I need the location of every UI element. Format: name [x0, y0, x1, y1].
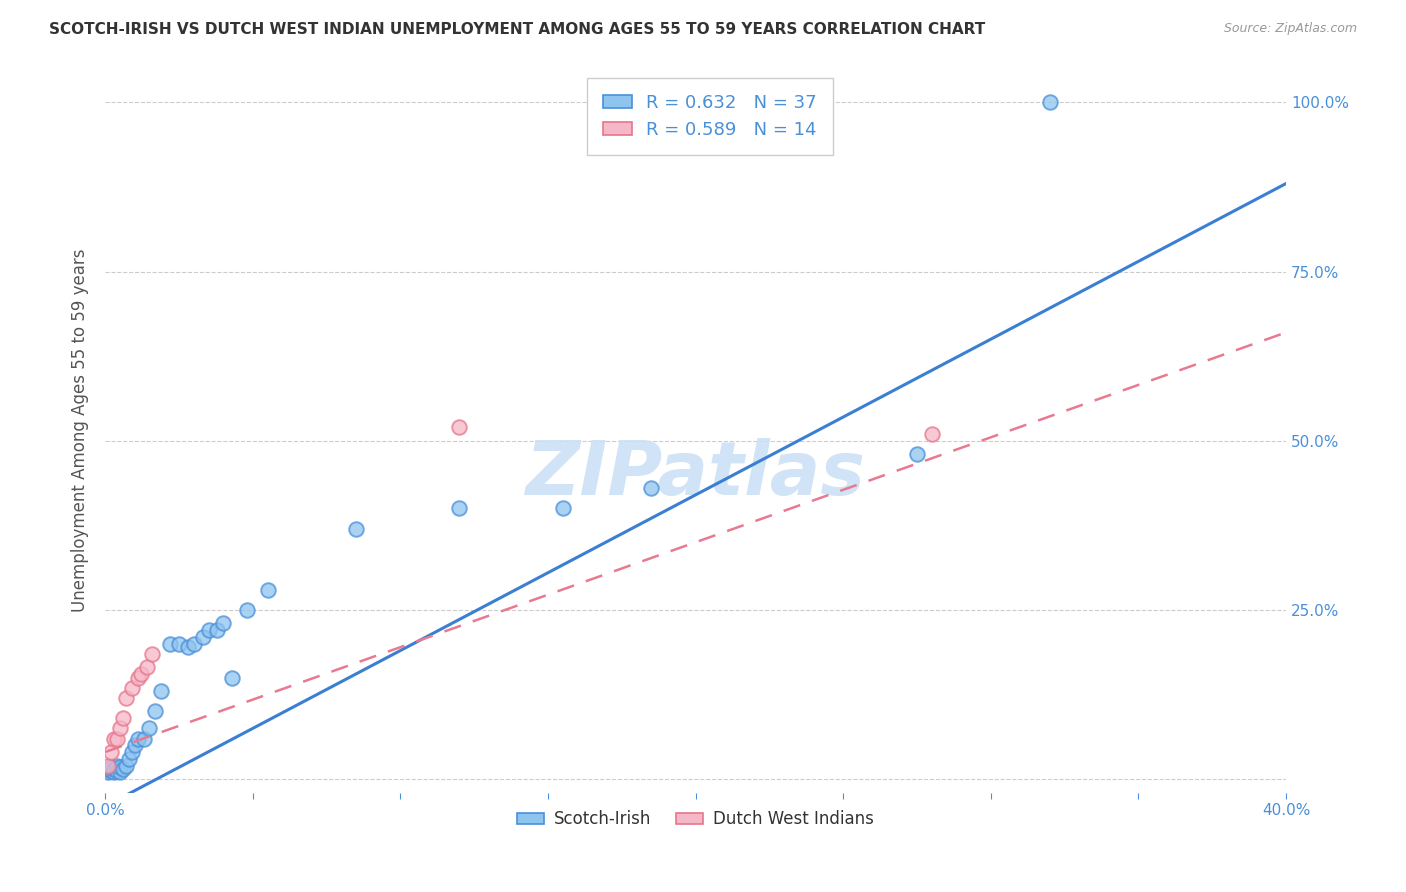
Point [129, 667, 152, 681]
Point [150, 684, 173, 698]
Point [167, 637, 190, 651]
Point [103, 731, 125, 746]
Point [111, 711, 134, 725]
Text: ZIPatlas: ZIPatlas [526, 438, 866, 510]
Point [1039, 95, 1062, 110]
Point [145, 705, 167, 719]
Point [135, 660, 157, 674]
Y-axis label: Unemployment Among Ages 55 to 59 years: Unemployment Among Ages 55 to 59 years [72, 249, 89, 612]
Point [127, 731, 149, 746]
Point [111, 762, 134, 776]
Point [100, 745, 122, 759]
Point [221, 671, 243, 685]
Point [551, 501, 574, 516]
Point [212, 616, 235, 631]
Point [449, 501, 471, 516]
Point [97, 762, 120, 776]
Point [159, 637, 181, 651]
Point [921, 427, 943, 442]
Text: Source: ZipAtlas.com: Source: ZipAtlas.com [1223, 22, 1357, 36]
Point [640, 481, 662, 495]
Point [103, 765, 125, 780]
Point [108, 722, 131, 736]
Point [121, 681, 143, 695]
Point [97, 765, 120, 780]
Point [97, 758, 120, 772]
Point [449, 420, 471, 434]
Point [100, 760, 122, 774]
Point [100, 764, 122, 778]
Point [183, 637, 205, 651]
Point [124, 739, 146, 753]
Point [905, 447, 928, 461]
Point [207, 624, 229, 638]
Point [108, 765, 131, 780]
Point [191, 630, 214, 644]
Point [105, 758, 128, 772]
Point [121, 745, 143, 759]
Point [115, 690, 138, 705]
Point [127, 671, 149, 685]
Point [344, 522, 367, 536]
Point [105, 731, 128, 746]
Point [141, 647, 163, 661]
Point [256, 582, 278, 597]
Text: SCOTCH-IRISH VS DUTCH WEST INDIAN UNEMPLOYMENT AMONG AGES 55 TO 59 YEARS CORRELA: SCOTCH-IRISH VS DUTCH WEST INDIAN UNEMPL… [49, 22, 986, 37]
Point [105, 764, 128, 778]
Point [115, 758, 138, 772]
Point [177, 640, 200, 655]
Legend: Scotch-Irish, Dutch West Indians: Scotch-Irish, Dutch West Indians [510, 804, 880, 835]
Point [103, 762, 125, 776]
Point [108, 760, 131, 774]
Point [236, 603, 259, 617]
Point [197, 624, 219, 638]
Point [132, 731, 155, 746]
Point [138, 722, 160, 736]
Point [118, 752, 141, 766]
